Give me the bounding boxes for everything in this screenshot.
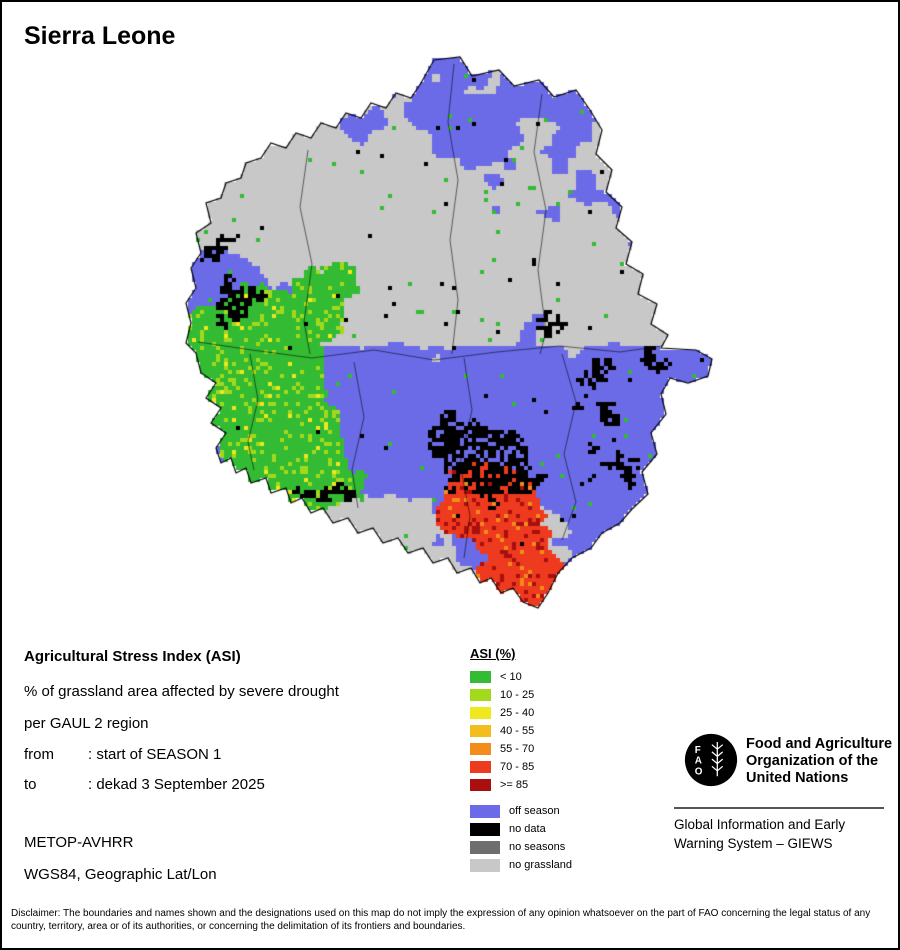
- from-value: : start of SEASON 1: [88, 746, 222, 763]
- giews-line: Warning System – GIEWS: [674, 836, 833, 851]
- from-label: from: [24, 746, 54, 763]
- legend-label: 10 - 25: [500, 689, 535, 701]
- legend-row: 25 - 40: [470, 704, 534, 722]
- legend-swatch: [470, 743, 491, 755]
- legend-label: 25 - 40: [500, 707, 535, 719]
- legend-label: 70 - 85: [500, 761, 535, 773]
- status-legend: off season no data no seasons no grassla…: [470, 802, 572, 874]
- sensor-label: METOP-AVHRR: [24, 834, 134, 851]
- legend-label: 55 - 70: [500, 743, 535, 755]
- legend-label: no grassland: [509, 859, 572, 871]
- fao-org-line: Organization of the: [746, 753, 879, 769]
- legend-row: >= 85: [470, 776, 534, 794]
- legend-swatch: [470, 725, 491, 737]
- asi-class-legend: < 10 10 - 25 25 - 40 40 - 55 55 - 70 70 …: [470, 668, 534, 794]
- legend-label: no seasons: [509, 841, 566, 853]
- legend-row: 40 - 55: [470, 722, 534, 740]
- legend-swatch: [470, 671, 491, 683]
- info-heading: Agricultural Stress Index (ASI): [24, 648, 241, 665]
- fao-logo-letter: A: [695, 756, 702, 767]
- legend-swatch: [470, 858, 500, 872]
- legend-swatch: [470, 779, 491, 791]
- fao-org-line: United Nations: [746, 770, 849, 786]
- legend-row: < 10: [470, 668, 534, 686]
- projection-label: WGS84, Geographic Lat/Lon: [24, 866, 217, 883]
- fao-logo-letter: F: [695, 745, 701, 756]
- info-to-line: to : dekad 3 September 2025: [24, 776, 265, 793]
- legend-row: no data: [470, 820, 572, 838]
- to-label: to: [24, 776, 37, 793]
- legend-label: 40 - 55: [500, 725, 535, 737]
- info-region-level: per GAUL 2 region: [24, 715, 149, 732]
- to-value: : dekad 3 September 2025: [88, 776, 265, 793]
- legend-label: >= 85: [500, 779, 529, 791]
- legend-swatch: [470, 822, 500, 836]
- legend-row: no grassland: [470, 856, 572, 874]
- wheat-icon: [711, 742, 724, 777]
- disclaimer-text: Disclaimer: The boundaries and names sho…: [11, 908, 871, 932]
- legend-row: no seasons: [470, 838, 572, 856]
- legend-swatch: [470, 840, 500, 854]
- legend-swatch: [470, 761, 491, 773]
- fao-logo-letter: O: [695, 766, 703, 777]
- legend-swatch: [470, 689, 491, 701]
- fao-divider: [674, 807, 884, 809]
- asi-map-canvas: [172, 50, 732, 620]
- legend-label: off season: [509, 805, 560, 817]
- legend-row: off season: [470, 802, 572, 820]
- fao-logo-circle: [684, 733, 738, 787]
- legend-label: < 10: [500, 671, 522, 683]
- legend-title: ASI (%): [470, 646, 516, 661]
- giews-line: Global Information and Early: [674, 817, 846, 832]
- legend-label: no data: [509, 823, 546, 835]
- fao-logo-icon: F A O: [684, 733, 738, 787]
- fao-org-line: Food and Agriculture: [746, 736, 893, 752]
- giews-label: Global Information and Early Warning Sys…: [674, 815, 845, 853]
- legend-swatch: [470, 804, 500, 818]
- info-from-line: from : start of SEASON 1: [24, 746, 221, 763]
- fao-org-name: Food and Agriculture Organization of the…: [746, 736, 892, 787]
- page-title: Sierra Leone: [24, 22, 176, 50]
- legend-row: 55 - 70: [470, 740, 534, 758]
- legend-swatch: [470, 707, 491, 719]
- info-subtitle: % of grassland area affected by severe d…: [24, 683, 339, 700]
- legend-row: 10 - 25: [470, 686, 534, 704]
- legend-row: 70 - 85: [470, 758, 534, 776]
